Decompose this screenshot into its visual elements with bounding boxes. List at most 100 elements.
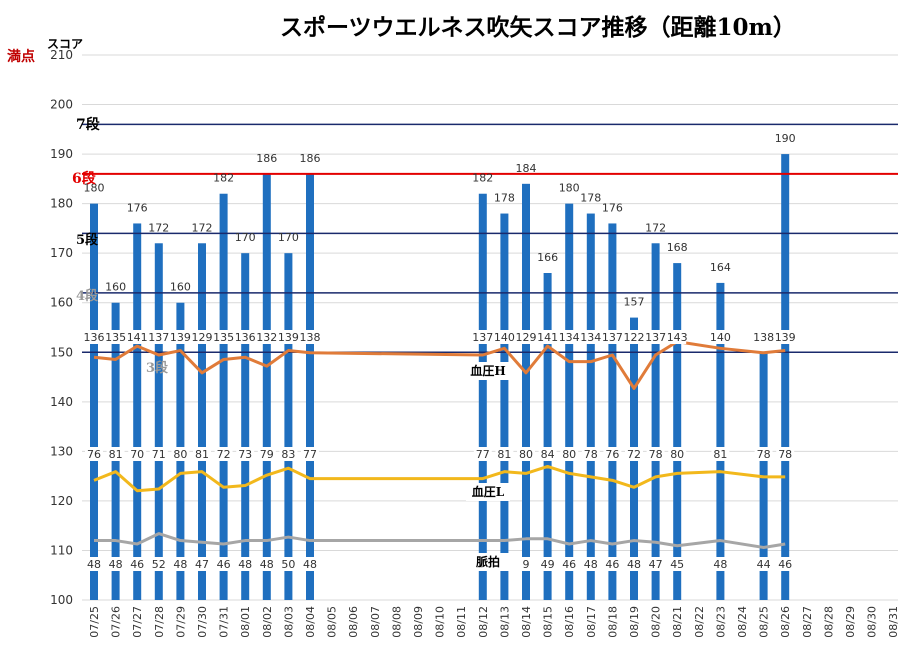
- bar-value-label: 180: [559, 182, 580, 195]
- bp-low-value-label-bg: [301, 447, 319, 461]
- chart-title: スポーツウエルネス吹矢スコア推移（距離10m）: [280, 14, 796, 41]
- bp-low-value-label-bg: [257, 447, 276, 461]
- pulse-value-label-bg: [776, 557, 795, 571]
- score-bar: [284, 253, 293, 600]
- bp-high-value-label-bg: [560, 330, 579, 344]
- score-bar: [154, 243, 163, 601]
- pulse-value-label-bg: [646, 557, 665, 571]
- bp-high-value-label: 137: [602, 331, 623, 344]
- pulse-value-label: 47: [195, 558, 209, 571]
- bar-value-label: 176: [127, 201, 148, 214]
- bp-high-value-label: 129: [192, 331, 213, 344]
- bp-high-value-label-bg: [473, 330, 492, 344]
- bp-low-value-label-bg: [214, 447, 233, 461]
- bp-low-value-label: 78: [757, 448, 771, 461]
- series-label-bg: [466, 362, 510, 380]
- score-bar: [586, 213, 595, 600]
- pulse-line: [94, 532, 786, 549]
- y-tick-label: 140: [50, 395, 73, 409]
- y-tick-label: 130: [50, 444, 73, 458]
- bar-value-label: 164: [710, 261, 731, 274]
- bar-value-label: 170: [235, 231, 256, 244]
- bp-low-value-label-bg: [754, 447, 773, 461]
- score-bar: [219, 193, 228, 600]
- bp-high-value-label: 140: [710, 331, 731, 344]
- x-tick-label: 07/31: [218, 606, 231, 638]
- bp-low-value-label: 76: [87, 448, 101, 461]
- series-name-label: 脈拍: [476, 554, 500, 569]
- pulse-value-label-bg: [711, 557, 730, 571]
- bp-low-value-label-bg: [85, 447, 103, 461]
- bp-low-value-label-bg: [581, 447, 600, 461]
- y-tick-label: 160: [50, 296, 73, 310]
- bar-value-label: 186: [300, 152, 321, 165]
- bp-low-value-label: 80: [173, 448, 187, 461]
- score-bar: [90, 203, 98, 601]
- bp-low-value-label: 76: [605, 448, 619, 461]
- bp-low-value-label: 80: [562, 448, 576, 461]
- bp-high-value-label: 139: [278, 331, 299, 344]
- bp-high-value-label-bg: [301, 330, 319, 344]
- score-bar: [543, 273, 552, 600]
- y-tick-label: 150: [50, 345, 73, 359]
- bp-high-value-label-bg: [581, 330, 600, 344]
- bp-low-value-label: 81: [497, 448, 511, 461]
- bp-high-value-label-bg: [149, 330, 168, 344]
- x-tick-label: 08/16: [563, 606, 576, 638]
- y-tick-label: 120: [50, 494, 73, 508]
- pulse-value-label-bg: [257, 557, 276, 571]
- x-tick-label: 08/10: [434, 606, 447, 638]
- bp-high-value-label: 138: [300, 331, 321, 344]
- bp-low-value-label: 70: [130, 448, 144, 461]
- series-name-label: 血圧H: [470, 363, 505, 378]
- bar-value-label: 178: [580, 192, 601, 205]
- bp-high-value-label: 143: [667, 331, 688, 344]
- pulse-value-label-bg: [214, 557, 233, 571]
- bp-high-value-label: 135: [105, 331, 126, 344]
- pulse-value-label-bg: [106, 557, 125, 571]
- pulse-value-label: 48: [238, 558, 252, 571]
- bar-value-label: 170: [278, 231, 299, 244]
- bp-low-value-label: 77: [303, 448, 317, 461]
- y-tick-label: 200: [50, 98, 73, 112]
- bp-low-value-label-bg: [776, 447, 795, 461]
- bp-high-value-label-bg: [279, 330, 298, 344]
- score-bar: [133, 223, 142, 601]
- pulse-value-label: 50: [281, 558, 295, 571]
- rank-label: 3段: [146, 360, 168, 376]
- bar-value-label: 190: [775, 132, 796, 145]
- x-tick-label: 08/30: [866, 606, 879, 638]
- x-tick-label: 08/24: [736, 606, 749, 638]
- bp-high-value-label-bg: [711, 330, 730, 344]
- x-tick-label: 08/19: [628, 606, 641, 638]
- pulse-value-label: 48: [260, 558, 274, 571]
- pulse-value-label: 46: [605, 558, 619, 571]
- bp-high-value-label-bg: [646, 330, 665, 344]
- x-tick-label: 08/09: [412, 606, 425, 638]
- bp-low-value-label: 72: [627, 448, 641, 461]
- bp-low-value-label: 80: [519, 448, 533, 461]
- pulse-value-label-bg: [279, 557, 298, 571]
- score-bar: [500, 213, 509, 600]
- x-tick-label: 08/29: [844, 606, 857, 638]
- bp-low-value-label-bg: [279, 447, 298, 461]
- bar-value-label: 172: [645, 221, 666, 234]
- x-tick-label: 08/27: [801, 606, 814, 638]
- pulse-value-label-bg: [171, 557, 190, 571]
- bp-low-value-label: 84: [541, 448, 555, 461]
- score-bar: [781, 154, 790, 600]
- series-name-label: 血圧L: [472, 484, 505, 499]
- pulse-value-label: 48: [584, 558, 598, 571]
- bar-value-label: 186: [256, 152, 277, 165]
- full-score-label: 満点: [7, 49, 35, 65]
- bp-high-value-label: 136: [84, 331, 105, 344]
- pulse-value-label-bg: [754, 557, 773, 571]
- bar-value-label: 166: [537, 251, 558, 264]
- x-tick-label: 08/15: [542, 606, 555, 638]
- x-tick-label: 08/06: [347, 606, 360, 638]
- bp-low-value-label-bg: [473, 447, 492, 461]
- x-tick-label: 08/17: [585, 606, 598, 638]
- bp-high-value-label: 137: [472, 331, 493, 344]
- pulse-value-label: 44: [757, 558, 771, 571]
